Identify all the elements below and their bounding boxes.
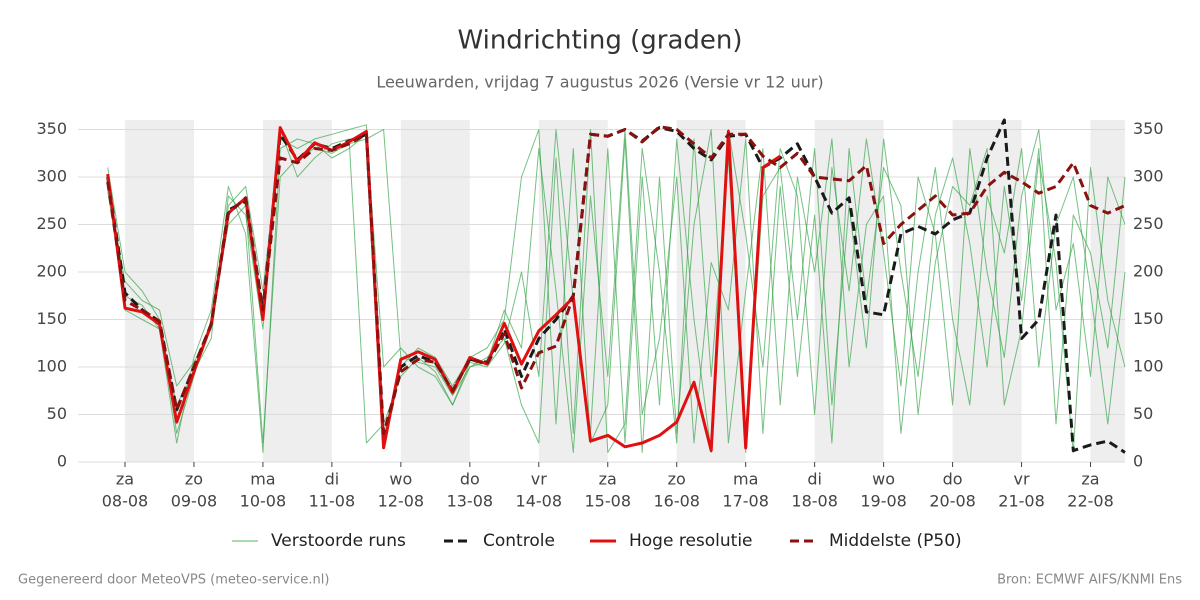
y-tick-label: 100	[36, 357, 67, 376]
x-tick-label: 09-08	[171, 492, 218, 511]
y2-tick-label: 350	[1133, 119, 1164, 138]
y2-tick-label: 250	[1133, 214, 1164, 233]
x-tick-label: 10-08	[240, 492, 287, 511]
footer-left: Gegenereerd door MeteoVPS (meteo-service…	[18, 573, 329, 588]
x-tick-label: za	[599, 470, 617, 489]
y-tick-label: 200	[36, 262, 67, 281]
legend-label: Controle	[483, 531, 555, 551]
x-tick-label: 12-08	[378, 492, 425, 511]
y-tick-label: 150	[36, 309, 67, 328]
x-tick-label: 21-08	[998, 492, 1045, 511]
x-tick-label: wo	[872, 470, 895, 489]
y2-tick-label: 300	[1133, 167, 1164, 186]
chart-title: Windrichting (graden)	[457, 26, 742, 56]
y-tick-label: 0	[57, 452, 67, 471]
x-tick-label: di	[807, 470, 822, 489]
x-tick-label: zo	[185, 470, 203, 489]
day-band	[538, 120, 608, 462]
x-tick-label: wo	[389, 470, 412, 489]
x-tick-label: 08-08	[102, 492, 149, 511]
series-line	[106, 118, 1126, 454]
y2-tick-label: 150	[1133, 309, 1164, 328]
y-tick-label: 350	[36, 119, 67, 138]
x-tick-label: 16-08	[653, 492, 700, 511]
x-tick-label: 18-08	[791, 492, 838, 511]
x-tick-label: za	[1081, 470, 1099, 489]
x-tick-label: vr	[1014, 470, 1030, 489]
y2-tick-label: 100	[1133, 357, 1164, 376]
legend-label: Verstoorde runs	[271, 531, 406, 551]
y2-tick-label: 0	[1133, 452, 1143, 471]
y-tick-label: 250	[36, 214, 67, 233]
day-band	[1090, 120, 1125, 462]
x-tick-label: ma	[733, 470, 758, 489]
x-tick-label: 20-08	[929, 492, 976, 511]
x-tick-label: 15-08	[585, 492, 632, 511]
ensemble-line	[107, 129, 1126, 453]
legend-label: Hoge resolutie	[629, 531, 753, 551]
x-tick-label: do	[943, 470, 963, 489]
footer-right: Bron: ECMWF AIFS/KNMI Ens	[997, 573, 1182, 588]
x-tick-label: do	[460, 470, 480, 489]
x-tick-label: 11-08	[309, 492, 356, 511]
series-line	[106, 125, 1126, 435]
x-tick-label: zo	[668, 470, 686, 489]
x-tick-label: za	[116, 470, 134, 489]
chart-subtitle: Leeuwarden, vrijdag 7 augustus 2026 (Ver…	[376, 73, 823, 92]
x-tick-label: di	[325, 470, 340, 489]
legend-label: Middelste (P50)	[829, 531, 962, 551]
y-tick-label: 300	[36, 167, 67, 186]
x-tick-label: 19-08	[860, 492, 907, 511]
x-tick-label: 13-08	[447, 492, 494, 511]
x-tick-label: 22-08	[1067, 492, 1114, 511]
day-band	[400, 120, 470, 462]
x-tick-label: 14-08	[516, 492, 563, 511]
y-tick-label: 50	[47, 404, 67, 423]
y2-tick-label: 50	[1133, 404, 1153, 423]
x-tick-label: vr	[531, 470, 547, 489]
x-tick-label: ma	[250, 470, 275, 489]
ensemble-line	[107, 129, 1126, 453]
y2-tick-label: 200	[1133, 262, 1164, 281]
x-tick-label: 17-08	[722, 492, 769, 511]
